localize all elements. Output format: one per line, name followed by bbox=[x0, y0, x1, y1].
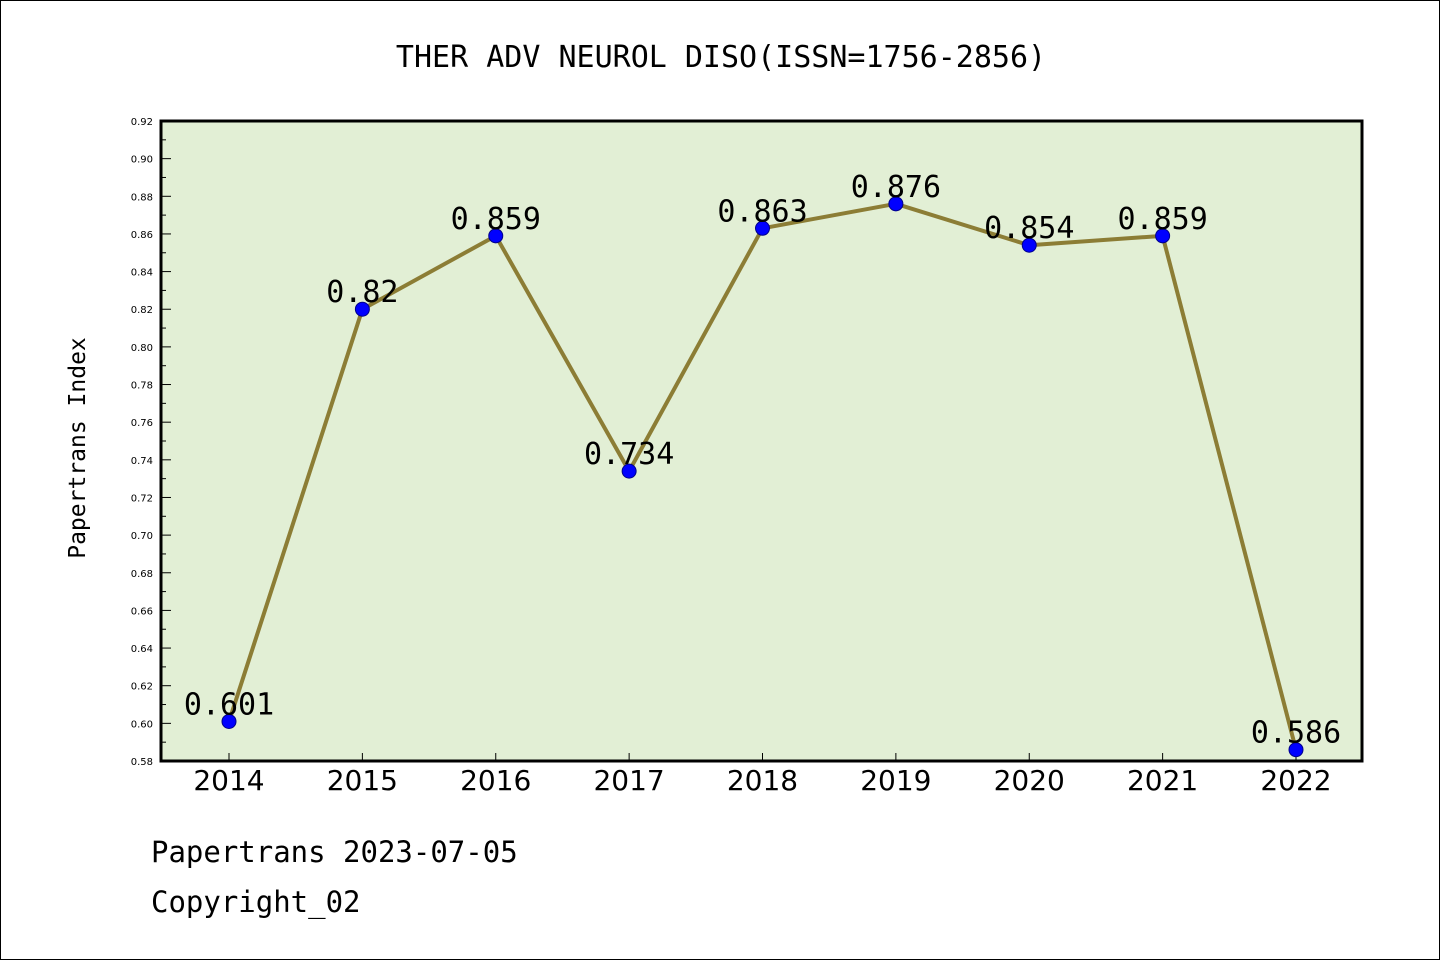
data-point bbox=[888, 196, 904, 212]
data-label: 0.854 bbox=[984, 211, 1074, 246]
data-point bbox=[354, 301, 370, 317]
x-tick-label: 2022 bbox=[1260, 764, 1331, 797]
data-label: 0.601 bbox=[184, 687, 274, 722]
y-tick-label: 0.88 bbox=[131, 192, 153, 203]
data-label: 0.876 bbox=[851, 170, 941, 205]
y-tick-label: 0.92 bbox=[131, 117, 153, 128]
y-tick-label: 0.90 bbox=[131, 155, 153, 166]
data-label: 0.734 bbox=[584, 437, 674, 472]
y-tick-label: 0.72 bbox=[131, 493, 153, 504]
y-tick-label: 0.58 bbox=[131, 757, 153, 768]
x-tick-label: 2021 bbox=[1127, 764, 1198, 797]
x-tick-label: 2014 bbox=[193, 764, 264, 797]
data-label: 0.859 bbox=[1117, 202, 1207, 237]
y-tick-label: 0.86 bbox=[131, 230, 153, 241]
y-tick-label: 0.62 bbox=[131, 682, 153, 693]
data-point bbox=[1021, 237, 1037, 253]
data-point bbox=[1288, 742, 1304, 758]
y-tick-label: 0.78 bbox=[131, 381, 153, 392]
y-tick-label: 0.76 bbox=[131, 418, 153, 429]
y-tick-label: 0.70 bbox=[131, 531, 153, 542]
y-tick-label: 0.80 bbox=[131, 343, 153, 354]
data-point bbox=[221, 713, 237, 729]
y-axis-label: Papertrans Index bbox=[65, 337, 91, 559]
y-tick-label: 0.74 bbox=[131, 456, 153, 467]
x-tick-label: 2015 bbox=[327, 764, 398, 797]
y-tick-label: 0.64 bbox=[131, 644, 153, 655]
x-tick-label: 2019 bbox=[860, 764, 931, 797]
data-label: 0.586 bbox=[1251, 716, 1341, 751]
x-tick-label: 2020 bbox=[994, 764, 1065, 797]
data-point bbox=[488, 228, 504, 244]
y-tick-label: 0.82 bbox=[131, 305, 153, 316]
y-tick-label: 0.60 bbox=[131, 719, 153, 730]
x-tick-label: 2017 bbox=[593, 764, 664, 797]
footer-date: Papertrans 2023-07-05 bbox=[151, 835, 518, 869]
footer-copyright: Copyright_02 bbox=[151, 885, 361, 919]
y-tick-label: 0.68 bbox=[131, 569, 153, 580]
data-point bbox=[621, 463, 637, 479]
data-label: 0.859 bbox=[451, 202, 541, 237]
x-tick-label: 2016 bbox=[460, 764, 531, 797]
y-tick-label: 0.84 bbox=[131, 268, 153, 279]
x-axis: 2014 2015 2016 2017 2018 2019 2020 2021 2022 bbox=[193, 753, 1332, 797]
plot-frame bbox=[159, 119, 1364, 763]
y-tick-label: 0.66 bbox=[131, 606, 153, 617]
x-tick-label: 2018 bbox=[727, 764, 798, 797]
data-label: 0.82 bbox=[326, 275, 398, 310]
data-label: 0.863 bbox=[717, 194, 807, 229]
data-point bbox=[1155, 228, 1171, 244]
data-labels: 0.601 0.82 0.859 0.734 0.863 0.876 0.854 0.859 0… bbox=[184, 170, 1341, 751]
chart-title: THER ADV NEUROL DISO(ISSN=1756-2856) bbox=[396, 40, 1046, 75]
data-point bbox=[755, 220, 770, 236]
data-points bbox=[221, 196, 1304, 758]
